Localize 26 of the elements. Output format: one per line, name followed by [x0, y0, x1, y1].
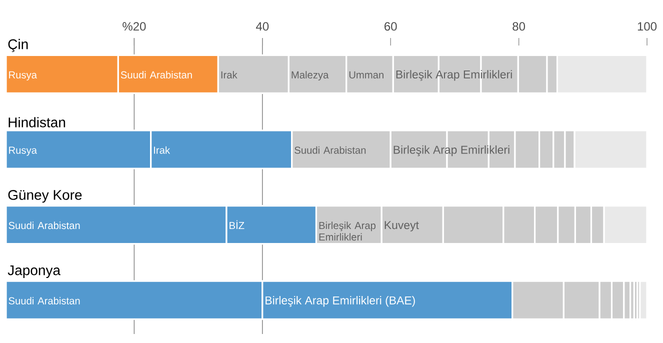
data-label: Suudi Arabistan [294, 146, 366, 154]
data-label: Kuveyt [384, 221, 419, 232]
data-label: Birleşik Arap Emirlikleri [319, 222, 376, 241]
data-label: Birleşik Arap Emirlikleri (BAE) [266, 296, 415, 307]
data-label: Irak [221, 71, 238, 78]
data-label: Malezya [292, 71, 329, 80]
data-label: Suudi Arabistan [120, 71, 192, 78]
data-label: Umman [349, 71, 384, 78]
y-tick-label: Güney Kore [8, 190, 82, 203]
y-tick-label: Çin [8, 38, 28, 52]
x-tick-label: 80 [512, 22, 526, 31]
data-label: Suudi Arabistan [8, 222, 80, 230]
data-label: Irak [154, 146, 170, 154]
data-label: Rusya [9, 71, 37, 80]
x-tick-label: 40 [256, 22, 269, 31]
x-tick-label: 60 [384, 22, 397, 31]
data-label: Suudi Arabistan [8, 296, 80, 304]
data-label: Birleşik Arap Emirlikleri [394, 145, 510, 156]
x-tick-label: 100 [638, 22, 657, 31]
y-tick-label: Hindistan [8, 117, 66, 128]
y-tick-label: Japonya [8, 265, 61, 278]
data-label: BİZ [230, 220, 244, 230]
data-label: Birleşik Arap Emirlikleri [396, 70, 512, 81]
bar [639, 280, 648, 320]
x-tick-label: %20 [122, 22, 146, 31]
data-label: Rusya [9, 146, 37, 156]
